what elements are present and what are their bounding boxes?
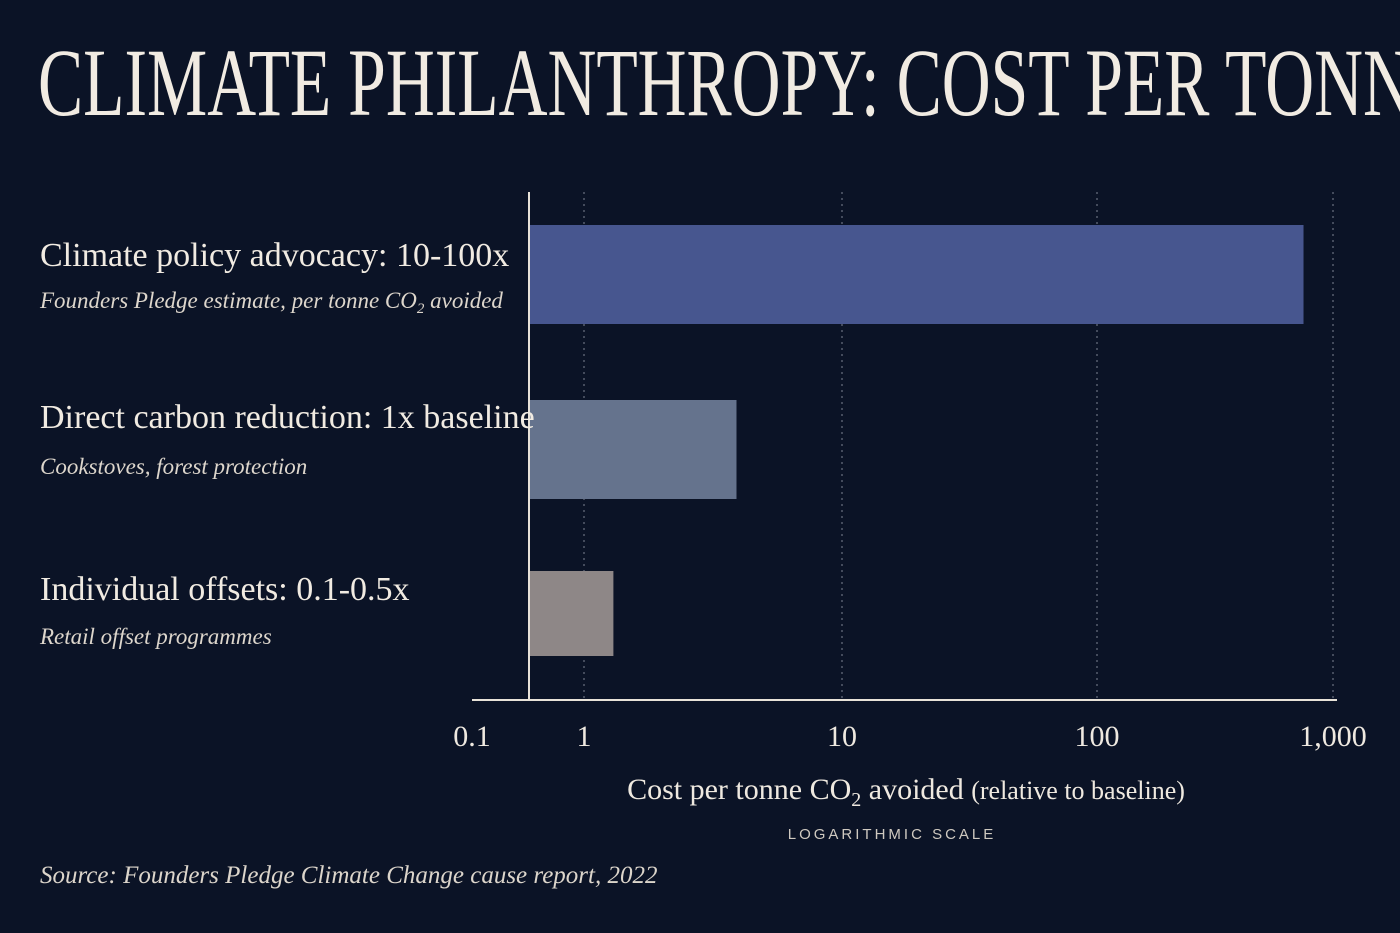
tick-label: 0.1 bbox=[453, 720, 491, 753]
category-label: Direct carbon reduction: 1x baseline bbox=[40, 399, 535, 436]
tick-label: 100 bbox=[1075, 720, 1120, 753]
tick-label: 10 bbox=[827, 720, 857, 753]
category-sublabel: Founders Pledge estimate, per tonne CO2 … bbox=[39, 288, 503, 317]
scale-note: LOGARITHMIC SCALE bbox=[788, 826, 997, 843]
source-note: Source: Founders Pledge Climate Change c… bbox=[40, 862, 658, 889]
x-axis-label: Cost per tonne CO2 avoided (relative to … bbox=[627, 773, 1185, 811]
bar bbox=[529, 400, 737, 499]
category-sublabel: Retail offset programmes bbox=[39, 624, 272, 649]
category-label: Climate policy advocacy: 10-100x bbox=[40, 237, 509, 274]
category-sublabel: Cookstoves, forest protection bbox=[40, 454, 307, 479]
bar bbox=[529, 225, 1304, 324]
bar bbox=[529, 571, 614, 656]
tick-label: 1 bbox=[577, 720, 592, 753]
category-label: Individual offsets: 0.1-0.5x bbox=[40, 571, 410, 608]
tick-label: 1,000 bbox=[1299, 720, 1367, 753]
